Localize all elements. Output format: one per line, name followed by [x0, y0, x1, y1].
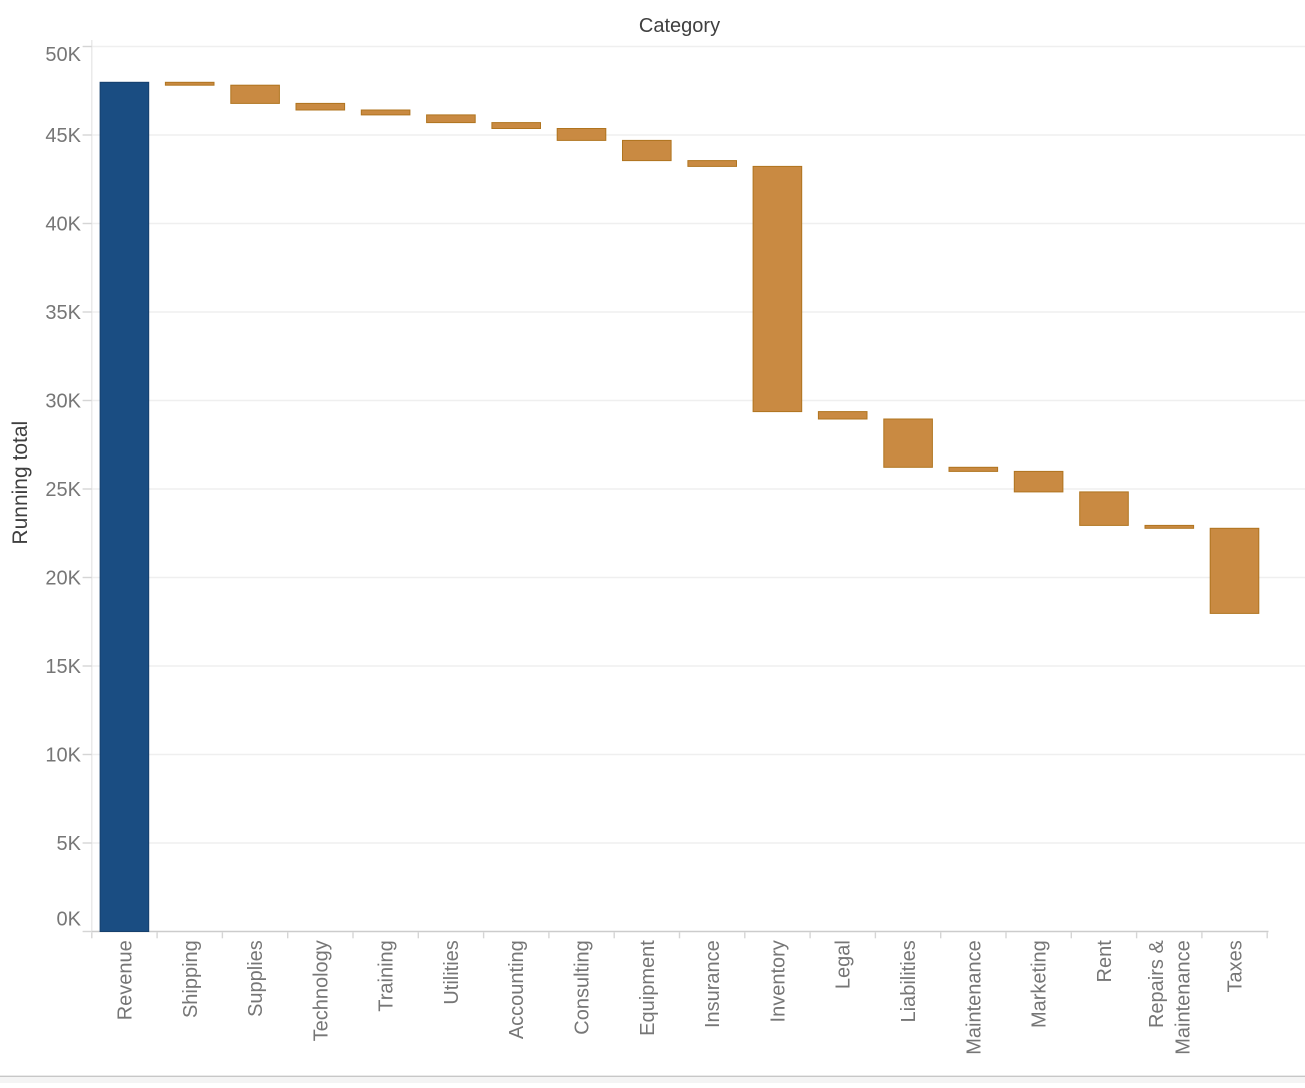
svg-text:Accounting: Accounting [506, 940, 528, 1039]
svg-text:15K: 15K [45, 656, 81, 678]
svg-text:30K: 30K [45, 391, 81, 413]
svg-text:50K: 50K [45, 44, 81, 66]
svg-text:25K: 25K [45, 479, 81, 501]
svg-text:Equipment: Equipment [637, 940, 659, 1036]
svg-text:Liabilities: Liabilities [898, 940, 920, 1022]
svg-text:Inventory: Inventory [767, 940, 789, 1022]
svg-text:20K: 20K [45, 568, 81, 590]
svg-text:Supplies: Supplies [245, 940, 267, 1017]
svg-text:Consulting: Consulting [572, 940, 594, 1035]
svg-text:Training: Training [376, 940, 398, 1012]
svg-text:Revenue: Revenue [114, 940, 136, 1020]
svg-text:Maintenance: Maintenance [963, 940, 985, 1055]
svg-text:Maintenance: Maintenance [1173, 940, 1195, 1055]
svg-text:Rent: Rent [1094, 940, 1116, 983]
svg-text:Utilities: Utilities [441, 940, 463, 1004]
svg-text:Running total: Running total [9, 421, 32, 545]
svg-text:40K: 40K [45, 214, 81, 236]
svg-text:Marketing: Marketing [1029, 940, 1051, 1028]
svg-text:Repairs &: Repairs & [1146, 940, 1168, 1028]
svg-text:5K: 5K [57, 833, 82, 855]
svg-text:35K: 35K [45, 302, 81, 324]
svg-text:10K: 10K [45, 745, 81, 767]
svg-text:Insurance: Insurance [702, 940, 724, 1028]
svg-text:Legal: Legal [833, 940, 855, 989]
svg-text:0K: 0K [57, 909, 82, 931]
svg-text:Shipping: Shipping [180, 940, 202, 1018]
svg-text:Category: Category [639, 15, 720, 37]
svg-text:45K: 45K [45, 125, 81, 147]
svg-text:Technology: Technology [310, 940, 332, 1041]
svg-text:Taxes: Taxes [1225, 940, 1247, 992]
